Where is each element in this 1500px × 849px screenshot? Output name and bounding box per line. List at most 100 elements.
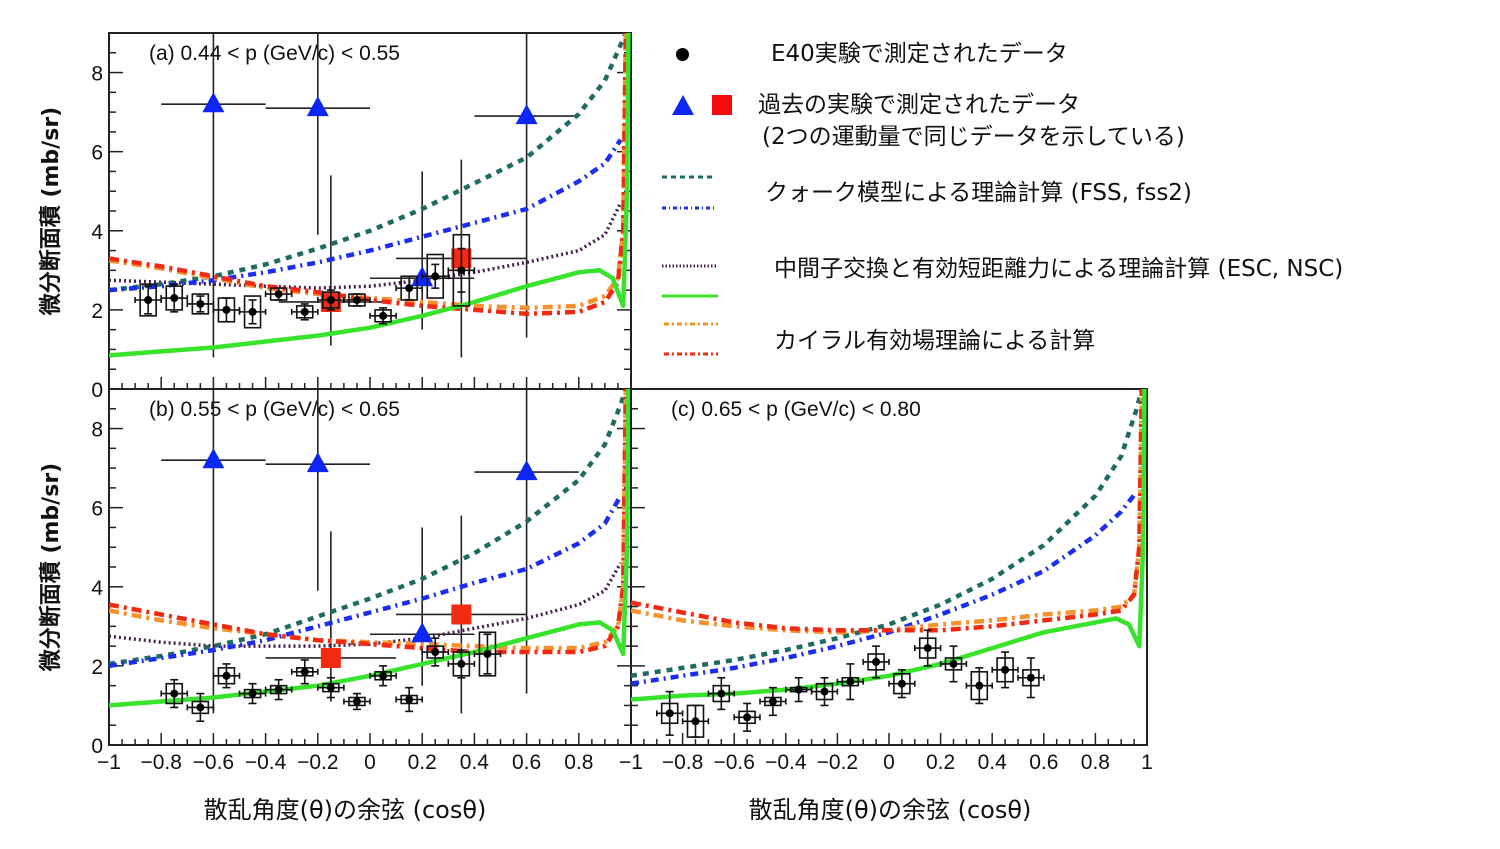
legend-lines-quark <box>662 175 716 210</box>
e40-data-point <box>238 682 267 705</box>
e40-marker <box>431 272 440 281</box>
triangle-marker <box>306 452 329 473</box>
curve-fss <box>109 389 628 667</box>
e40-marker <box>872 657 881 666</box>
x-tick-label: 0.8 <box>1081 751 1110 774</box>
plot-area <box>631 389 1147 738</box>
square-marker-icon <box>712 95 732 115</box>
x-tick-label: 0.4 <box>978 751 1008 774</box>
y-axis-label-top: 微分断面積 (mb/sr) <box>38 107 64 316</box>
legend-label-chiral: カイラル有効場理論による計算 <box>774 328 1096 354</box>
e40-marker <box>691 717 700 726</box>
e40-data-point <box>316 289 345 311</box>
e40-data-point <box>264 678 293 701</box>
e40-data-point <box>862 645 890 679</box>
panel-frame <box>108 32 632 390</box>
x-tick-label: 0.8 <box>564 751 593 774</box>
y-tick-label: 8 <box>91 419 103 442</box>
e40-data-point <box>238 295 267 329</box>
e40-data-point <box>836 663 865 701</box>
e40-data-point <box>186 293 215 315</box>
y-tick-label: 0 <box>91 379 103 402</box>
triangle-marker <box>515 104 538 125</box>
e40-marker <box>144 296 153 304</box>
y-tick-label: 6 <box>91 498 103 521</box>
e40-marker <box>846 677 855 686</box>
triangle-marker-icon <box>672 95 694 115</box>
legend-label-e40: E40実験で測定されたデータ <box>771 41 1068 67</box>
curve-chiral-nlo <box>109 389 629 655</box>
e40-marker <box>300 307 309 316</box>
e40-marker <box>274 685 283 694</box>
e40-data-point <box>369 665 397 687</box>
panel-title: (b) 0.55 < p (GeV/c) < 0.65 <box>149 398 400 421</box>
x-tick-label: −0.6 <box>193 751 234 774</box>
panel-title: (c) 0.65 < p (GeV/c) < 0.80 <box>671 398 921 421</box>
triangle-marker <box>202 448 225 469</box>
e40-marker <box>248 307 257 316</box>
square-marker <box>451 604 472 625</box>
x-tick-label: −0.6 <box>713 751 754 774</box>
legend-item-meson: 中間子交換と有効短距離力による理論計算 (ESC, NSC) <box>774 252 1343 286</box>
e40-data-point <box>655 690 684 736</box>
y-tick-label: 6 <box>91 142 103 165</box>
e40-marker <box>222 671 231 680</box>
e40-data-point <box>913 629 942 667</box>
e40-marker <box>170 294 179 303</box>
y-tick-label: 0 <box>91 735 103 758</box>
e40-data-point <box>1017 657 1045 699</box>
panel-a: 0 2 4 6 8 (a) 0.44 < p (GeV/c) < 0.55 <box>91 32 632 402</box>
curve-chiral-nlo <box>109 33 629 317</box>
e40-marker <box>457 659 466 668</box>
e40-data-point <box>965 667 994 705</box>
e40-marker <box>274 290 283 299</box>
e40-data-point <box>395 686 424 713</box>
y-tick-label: 2 <box>91 300 103 323</box>
e40-marker <box>431 648 440 657</box>
legend: E40実験で測定されたデータ 過去の実験で測定されたデータ (2つの運動量で同じ… <box>650 30 1500 380</box>
x-tick-label: 0.2 <box>408 751 437 774</box>
curve-esc <box>109 562 623 648</box>
e40-marker <box>170 689 179 698</box>
e40-data-point <box>160 283 189 313</box>
e40-marker <box>196 299 205 308</box>
e40-data-point <box>160 678 189 709</box>
legend-label-previous-2: (2つの運動量で同じデータを示している) <box>762 124 1185 150</box>
e40-data-point <box>212 297 241 323</box>
e40-marker <box>196 703 205 712</box>
x-tick-label: −0.4 <box>765 751 807 774</box>
e40-marker <box>483 650 492 659</box>
e40-data-point <box>395 275 424 301</box>
legend-label-quark: クォーク模型による理論計算 (FSS, fss2) <box>765 180 1192 206</box>
e40-marker <box>665 709 674 718</box>
x-tick-label: −1 <box>619 751 643 774</box>
e40-marker <box>326 296 335 304</box>
x-tick-label: 0.6 <box>512 751 541 774</box>
x-tick-label: −0.2 <box>817 751 858 774</box>
curve-chiral-lo <box>109 33 629 311</box>
x-axis-label-left: 散乱角度(θ)の余弦 (cosθ) <box>204 796 487 824</box>
e40-marker <box>352 296 361 304</box>
legend-item-previous-note: (2つの運動量で同じデータを示している) <box>762 120 1185 154</box>
e40-data-point <box>186 692 215 723</box>
legend-label-meson: 中間子交換と有効短距離力による理論計算 (ESC, NSC) <box>774 256 1344 282</box>
e40-data-point <box>888 669 916 699</box>
curve-chiral-lo <box>631 389 1145 635</box>
x-tick-label: −0.8 <box>662 751 703 774</box>
e40-data-point <box>421 637 450 667</box>
x-tick-label: 0.2 <box>926 751 955 774</box>
e40-data-point <box>343 692 371 711</box>
e40-data-point <box>343 293 371 307</box>
legend-item-chiral: カイラル有効場理論による計算 <box>774 324 1095 358</box>
e40-data-point <box>369 307 397 325</box>
e40-data-point <box>290 659 319 685</box>
panel-title: (a) 0.44 < p (GeV/c) < 0.55 <box>149 42 400 65</box>
e40-marker <box>352 697 361 706</box>
e40-marker <box>405 695 414 704</box>
e40-marker <box>820 687 829 696</box>
triangle-marker <box>515 460 538 481</box>
legend-item-quark: クォーク模型による理論計算 (FSS, fss2) <box>765 176 1192 210</box>
curve-fss2 <box>109 138 623 293</box>
e40-data-point <box>681 704 710 738</box>
